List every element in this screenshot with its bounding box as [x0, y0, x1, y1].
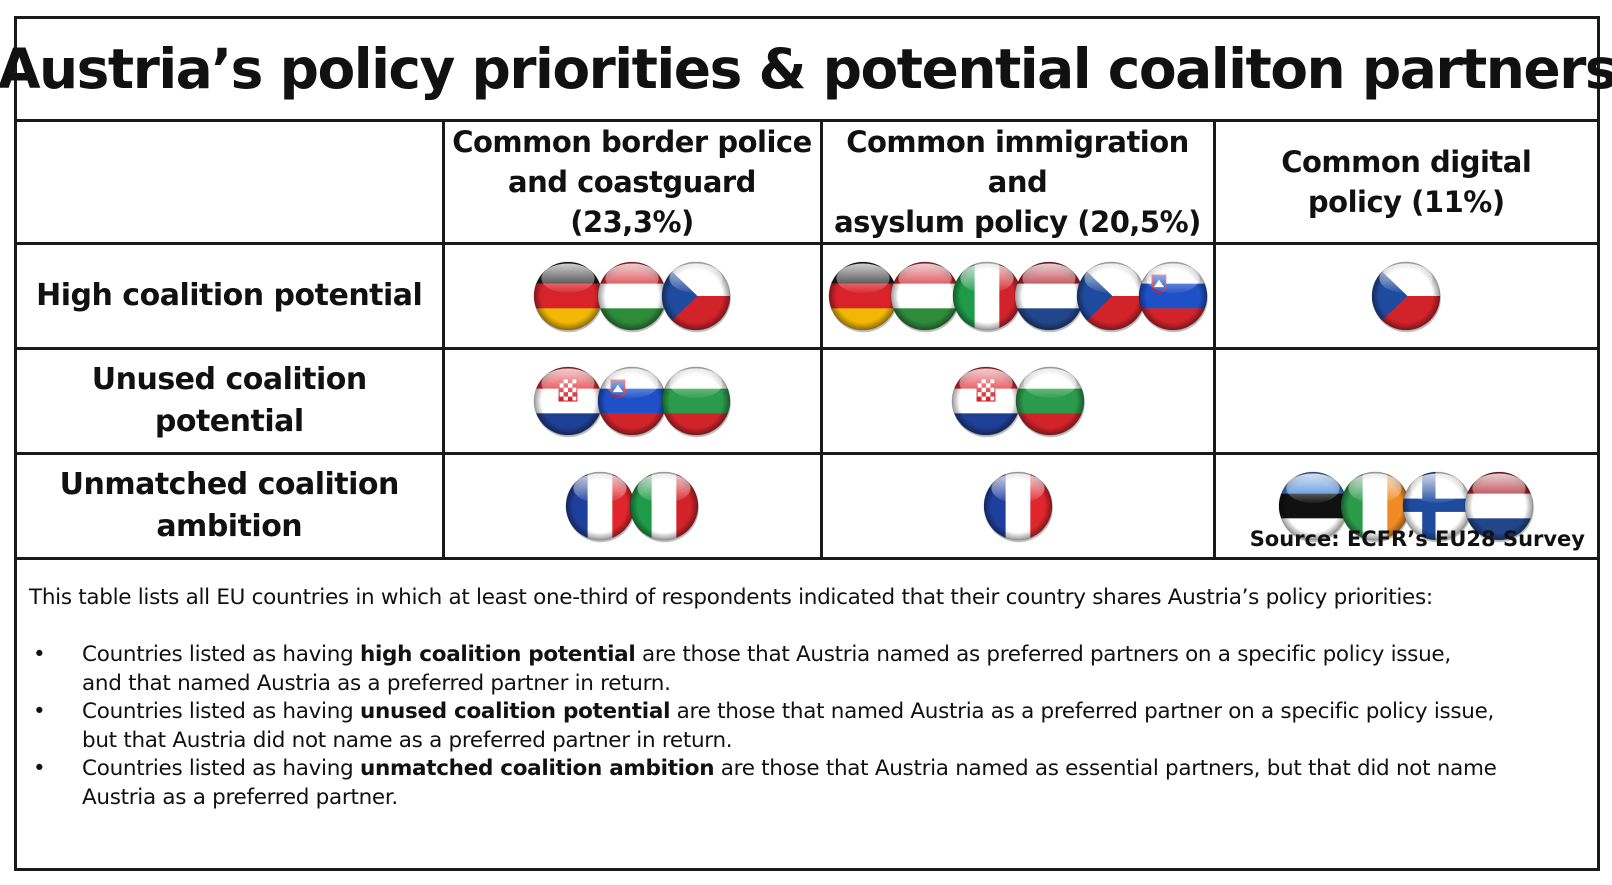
flag-croatia-icon: [531, 364, 605, 438]
row-label-high-coalition: High coalition potential: [17, 242, 445, 350]
bullet-text-after: are those that named Austria as a prefer…: [670, 699, 1495, 724]
row-unmatched-ambition: Unmatched coalition ambition: [17, 452, 1598, 560]
row-label-unused-coalition: Unused coalition potential: [17, 347, 445, 455]
flag-italy-icon: [950, 259, 1024, 333]
flag-group: [445, 259, 820, 333]
flag-cell: [441, 452, 823, 560]
flag-estonia-icon: [1276, 469, 1350, 543]
column-header-line: Common immigration and: [846, 125, 1189, 199]
bullet-unmatched-ambition: • Countries listed as having unmatched c…: [29, 755, 1569, 812]
column-header-digital-policy: Common digital policy (11%): [1212, 122, 1597, 245]
bullet-text-before: Countries listed as having: [82, 756, 360, 781]
row-unused-coalition: Unused coalition potential: [17, 347, 1597, 455]
infographic-frame: Austria’s policy priorities & potential …: [0, 16, 1612, 871]
header-row: Common border police and coastguard (23,…: [17, 122, 1597, 245]
flag-cell: [819, 452, 1216, 560]
flag-group: [823, 469, 1213, 543]
flag-slovenia-icon: [1136, 259, 1210, 333]
bullet-text-line2: but that Austria did not name as a prefe…: [82, 727, 733, 753]
bullet-text-line2: and that named Austria as a preferred pa…: [82, 670, 671, 696]
flag-czech-republic-icon: [1369, 259, 1443, 333]
flag-bulgaria-icon: [1013, 364, 1087, 438]
flag-czech-republic-icon: [1074, 259, 1148, 333]
row-label-line: ambition: [156, 509, 303, 544]
flag-hungary-icon: [595, 259, 669, 333]
flag-italy-icon: [627, 469, 701, 543]
flag-cell: [819, 242, 1216, 350]
flag-cell: [1212, 347, 1597, 455]
bullet-term: unused coalition potential: [359, 699, 671, 724]
flag-group: [823, 364, 1213, 438]
bullet-icon: •: [33, 756, 46, 781]
flag-cell: [441, 242, 823, 350]
intro-text: This table lists all EU countries in whi…: [29, 585, 1433, 610]
row-high-coalition: High coalition potential: [17, 242, 1598, 350]
row-label-line: Unused coalition potential: [91, 362, 367, 439]
bullet-text-before: Countries listed as having: [82, 642, 360, 667]
legend-bullets: • Countries listed as having high coalit…: [29, 641, 1569, 812]
flag-croatia-icon: [949, 364, 1023, 438]
flag-cell: [1212, 452, 1598, 560]
bullet-term: unmatched coalition ambition: [359, 756, 715, 781]
column-header-line: Common border police: [452, 125, 812, 159]
coalition-table: Common border police and coastguard (23,…: [17, 122, 1597, 560]
flag-group: [445, 364, 820, 438]
bullet-text-after: are those that Austria named as preferre…: [635, 642, 1451, 667]
row-label-unmatched-ambition: Unmatched coalition ambition: [17, 452, 445, 560]
bullet-unused-coalition: • Countries listed as having unused coal…: [29, 698, 1569, 755]
column-header-line: policy (11%): [1307, 185, 1505, 219]
source-note: Source: ECFR’s EU28 Survey: [1249, 527, 1585, 551]
flag-group: [445, 469, 820, 543]
bullet-high-coalition: • Countries listed as having high coalit…: [29, 641, 1569, 698]
flag-france-icon: [981, 469, 1055, 543]
column-header-border-police: Common border police and coastguard (23,…: [441, 122, 823, 245]
bullet-text-after: are those that Austria named as essentia…: [714, 756, 1497, 781]
flag-ireland-icon: [1338, 469, 1412, 543]
flag-group: [1216, 469, 1598, 543]
column-header-line: and coastguard (23,3%): [508, 165, 756, 239]
bullet-icon: •: [33, 699, 46, 724]
flag-group: [823, 259, 1213, 333]
flag-france-icon: [563, 469, 637, 543]
flag-cell: [819, 347, 1216, 455]
bullet-text-before: Countries listed as having: [82, 699, 360, 724]
flag-cell: [441, 347, 823, 455]
flag-finland-icon: [1400, 469, 1474, 543]
flag-germany-icon: [531, 259, 605, 333]
row-label-line: High coalition potential: [36, 278, 423, 313]
page-title: Austria’s policy priorities & potential …: [0, 19, 1612, 122]
bullet-text-line2: Austria as a preferred partner.: [82, 784, 398, 810]
flag-bulgaria-icon: [659, 364, 733, 438]
flag-netherlands-icon: [1012, 259, 1086, 333]
flag-slovenia-icon: [595, 364, 669, 438]
flag-czech-republic-icon: [659, 259, 733, 333]
flag-group: [1216, 259, 1598, 333]
flag-germany-icon: [826, 259, 900, 333]
bullet-term: high coalition potential: [359, 642, 636, 667]
corner-cell: [17, 122, 445, 245]
flag-hungary-icon: [888, 259, 962, 333]
flag-netherlands-icon: [1462, 469, 1536, 543]
flag-cell: [1212, 242, 1598, 350]
row-label-line: Unmatched coalition: [59, 467, 400, 502]
column-header-immigration-policy: Common immigration and asyslum policy (2…: [819, 122, 1216, 245]
column-header-line: Common digital: [1281, 145, 1532, 179]
column-header-line: asyslum policy (20,5%): [834, 205, 1201, 239]
bullet-icon: •: [33, 642, 46, 667]
